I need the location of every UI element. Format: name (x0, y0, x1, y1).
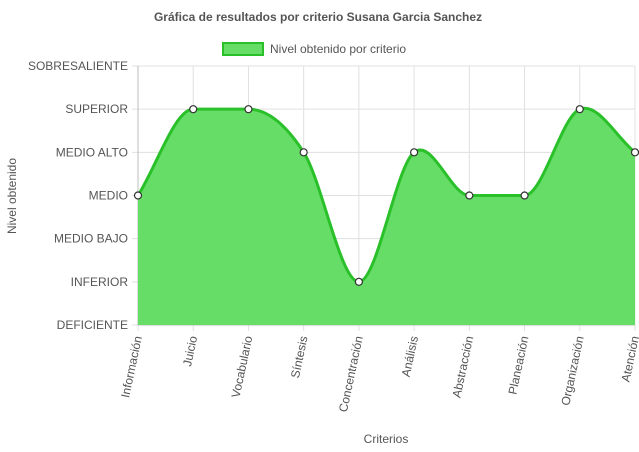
x-tick-label: Juicio (180, 334, 200, 367)
data-point[interactable] (410, 148, 419, 157)
data-points (133, 105, 639, 286)
x-tick-label: Análisis (399, 335, 421, 378)
y-tick-label: MEDIO (89, 189, 128, 203)
data-point[interactable] (299, 148, 308, 157)
y-tick-label: SUPERIOR (65, 102, 128, 116)
y-tick-label: MEDIO BAJO (54, 232, 128, 246)
x-axis-ticks: Información Juicio Vocabulario Síntesis Conc… (118, 334, 639, 413)
x-tick-label: Organización (558, 335, 586, 407)
x-tick-label: Abstracción (450, 335, 477, 399)
x-tick-label: Concentración (336, 335, 366, 414)
y-tick-label: SOBRESALIENTE (28, 59, 128, 73)
data-point[interactable] (575, 105, 584, 114)
x-tick-label: Síntesis (288, 335, 311, 380)
data-point[interactable] (630, 148, 639, 157)
y-tick-label: MEDIO ALTO (56, 145, 128, 159)
chart-title: Gráfica de resultados por criterio Susan… (154, 10, 482, 24)
area-series (136, 106, 636, 325)
x-tick-label: Planeación (505, 335, 531, 396)
data-point[interactable] (133, 191, 143, 200)
data-point[interactable] (189, 105, 198, 114)
y-tick-label: DEFICIENTE (57, 318, 128, 332)
legend-swatch (222, 42, 264, 56)
data-point[interactable] (520, 191, 529, 200)
area-fill (138, 108, 635, 325)
y-axis-title: Nivel obtenido (5, 158, 19, 234)
data-point[interactable] (244, 105, 253, 114)
x-axis-title: Criterios (364, 432, 409, 446)
data-point[interactable] (354, 277, 363, 286)
x-tick-label: Atención (619, 335, 639, 384)
x-tick-label: Vocabulario (229, 334, 256, 399)
legend[interactable]: Nivel obtenido por criterio (222, 42, 406, 56)
y-axis-ticks: DEFICIENTE INFERIOR MEDIO BAJO MEDIO MEDIO A… (28, 59, 128, 332)
x-tick-label: Información (118, 335, 145, 399)
series-line (136, 106, 636, 284)
y-tick-label: INFERIOR (71, 275, 129, 289)
data-point[interactable] (465, 191, 474, 200)
legend-label: Nivel obtenido por criterio (270, 42, 406, 56)
